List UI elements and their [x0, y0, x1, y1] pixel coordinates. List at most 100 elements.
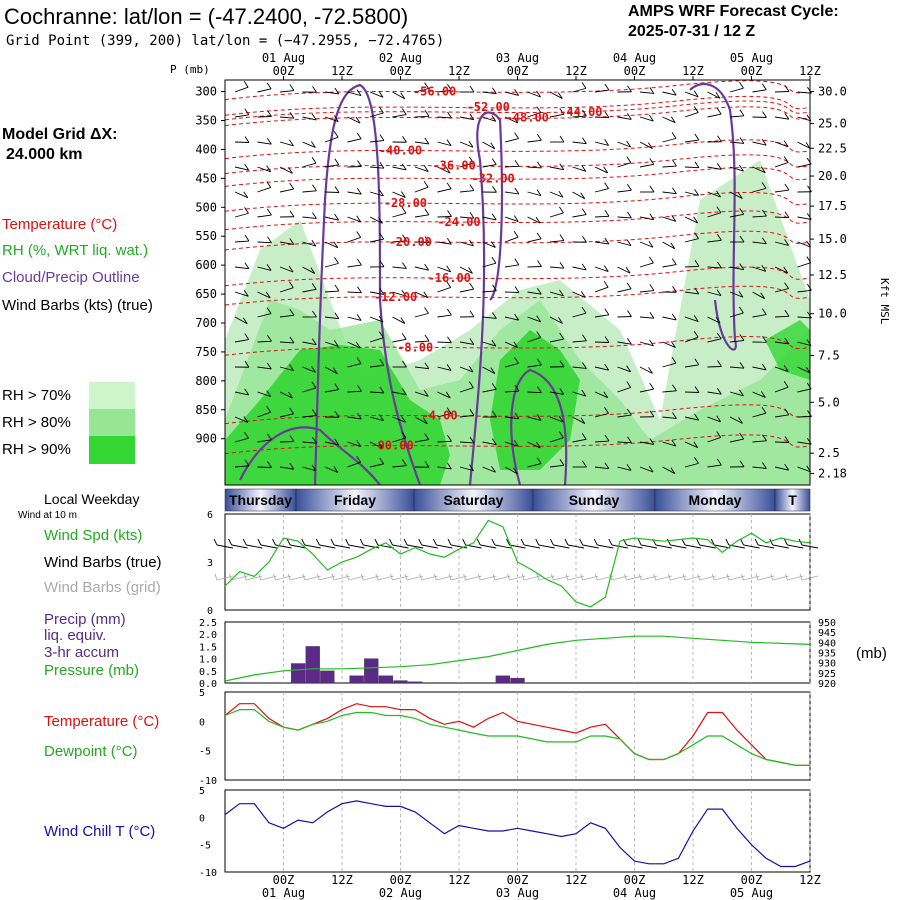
wind-barb — [257, 340, 272, 343]
wind-barb-flag — [379, 457, 385, 465]
wind-barb-flag — [289, 111, 295, 119]
dewpoint-line — [224, 709, 810, 766]
surface-wind-barb-flag — [783, 538, 788, 546]
cycle-value: 2025-07-31 / 12 Z — [628, 23, 756, 40]
wind-barb — [617, 341, 632, 345]
wind-barb — [324, 441, 339, 446]
date-label-bottom: 01 Aug — [262, 886, 305, 900]
pressure-tick-label: 450 — [195, 171, 217, 185]
wind-barb-flag — [424, 82, 429, 89]
time-tick-label-bottom: 00Z — [624, 873, 646, 887]
wind-barb — [392, 166, 407, 171]
wind-barb — [707, 191, 721, 198]
wind-barb-flag — [762, 335, 767, 343]
wind-barb-flag — [469, 113, 475, 120]
wind-barb-flag — [266, 264, 272, 271]
wind-barb-flag — [424, 236, 430, 243]
wind-barb — [527, 463, 542, 468]
pressure-tick-label: 400 — [195, 142, 217, 156]
wind-barb-flag — [716, 415, 722, 423]
weekday-subtitle: Wind at 10 m — [18, 510, 77, 521]
wind-barb-flag — [401, 415, 406, 423]
wind-barb — [437, 266, 451, 273]
wind-barb — [347, 291, 362, 294]
wind-barb — [482, 341, 497, 347]
wind-barb — [684, 139, 699, 143]
wind-barb-flag — [469, 310, 475, 318]
wind-barb-flag — [379, 414, 384, 421]
wind-barb-flag — [265, 291, 271, 299]
wind-barb — [527, 416, 542, 421]
wind-barb-flag — [559, 234, 565, 241]
grid-wind-barb-flag — [507, 573, 510, 581]
wind-barb — [437, 341, 452, 344]
wind-barb-flag — [356, 132, 362, 140]
wind-barb — [527, 139, 542, 143]
wind-barb — [752, 440, 767, 443]
wind-barb — [302, 190, 317, 193]
date-label-bottom: 04 Aug — [613, 886, 656, 900]
wind-barb-flag — [536, 358, 542, 366]
wind-barb-flag — [423, 165, 429, 172]
wind-barb-flag — [784, 337, 790, 345]
pressure-tick-label: 650 — [195, 287, 217, 301]
wind-barb-flag — [671, 258, 677, 265]
wind-barb-flag — [649, 311, 655, 319]
wind-barb-flag — [312, 212, 317, 219]
wind-barb-flag — [333, 130, 339, 138]
surface-wind-barb-flag — [257, 538, 262, 546]
isotherm-line — [224, 434, 811, 455]
wind-barb — [594, 314, 609, 318]
wind-barb-flag — [739, 263, 745, 270]
wind-barb — [302, 141, 316, 148]
grid-wind-barb-flag — [624, 573, 627, 581]
grid-wind-barb-flag — [711, 573, 715, 581]
wind-barb-flag — [311, 156, 317, 164]
wind-barb — [482, 388, 497, 393]
time-tick-label-top: 00Z — [624, 64, 646, 78]
surface-wind-barb — [538, 544, 555, 549]
weekday-title: Local Weekday — [44, 491, 140, 507]
wind-barb-flag — [468, 381, 474, 388]
wind-barb — [257, 141, 272, 145]
wind-barb — [707, 316, 721, 324]
wind-barb — [729, 340, 744, 343]
precip-label: Precip (mm) — [44, 611, 126, 628]
wind-barb — [482, 441, 497, 446]
wind-barb — [684, 364, 699, 368]
wind-barb-flag — [805, 142, 811, 149]
wind-barb — [549, 113, 564, 118]
wind-barb — [324, 116, 339, 122]
wind-barb — [279, 413, 294, 418]
wind-barb-flag — [378, 315, 384, 323]
wind-barb — [347, 461, 361, 468]
wind-barb — [549, 240, 564, 243]
wind-barb — [234, 339, 249, 343]
wind-barb-flag — [244, 360, 250, 368]
surface-wind-barb — [216, 544, 234, 549]
date-label-top: 02 Aug — [379, 51, 422, 65]
wind-barb — [729, 166, 744, 172]
wind-barb — [639, 262, 654, 268]
legend-cloud: Cloud/Precip Outline — [2, 269, 140, 286]
wind-barb — [572, 312, 587, 318]
wind-barb — [549, 91, 563, 99]
precip-tick-label: 1.0 — [199, 655, 217, 666]
wind-barb — [504, 466, 518, 475]
wind-barb-flag — [424, 362, 430, 369]
grid-wind-barb-flag — [287, 573, 291, 581]
wind-barb-flag — [334, 213, 340, 221]
wind-barb — [437, 89, 452, 93]
wind-barb — [234, 114, 249, 118]
kft-tick-label: 20.0 — [818, 169, 847, 183]
wind-barb — [482, 366, 496, 374]
wind-barb-flag — [671, 132, 677, 139]
wind-barb — [707, 291, 722, 297]
wind-barb-flag — [244, 459, 250, 467]
wind-barb-flag — [784, 408, 790, 416]
wind-barb-flag — [581, 82, 587, 89]
wind-barb-flag — [334, 312, 340, 319]
wind-barb — [662, 91, 677, 96]
wind-barb-flag — [402, 135, 407, 143]
wind-barb — [459, 162, 474, 168]
